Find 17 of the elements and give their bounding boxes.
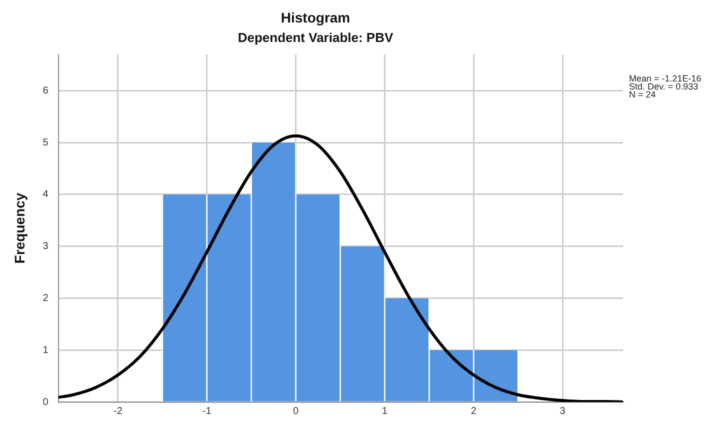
y-axis-title: Frequency bbox=[11, 192, 28, 264]
y-tick-label: 6 bbox=[42, 85, 49, 96]
chart-subtitle: Dependent Variable: PBV bbox=[238, 30, 394, 46]
x-tick-label: 1 bbox=[382, 406, 388, 417]
y-tick-label: 1 bbox=[42, 344, 49, 356]
y-tick-label: 4 bbox=[42, 189, 49, 200]
x-tick-label: 3 bbox=[560, 406, 566, 417]
x-tick-label: -1 bbox=[202, 406, 212, 417]
y-tick-label: 2 bbox=[42, 292, 49, 304]
x-tick-label: 2 bbox=[470, 406, 477, 417]
y-tick-label: 0 bbox=[42, 396, 49, 408]
x-tick-label: -2 bbox=[113, 406, 123, 417]
text: Mean = -1.21E-16 Std. Dev. = 0.933 N = 24 bbox=[629, 74, 702, 100]
y-tick-label: 5 bbox=[42, 137, 49, 148]
x-tick-label: 0 bbox=[292, 406, 299, 417]
y-tick-label: 3 bbox=[42, 241, 49, 252]
chart-title: Histogram bbox=[280, 9, 350, 26]
